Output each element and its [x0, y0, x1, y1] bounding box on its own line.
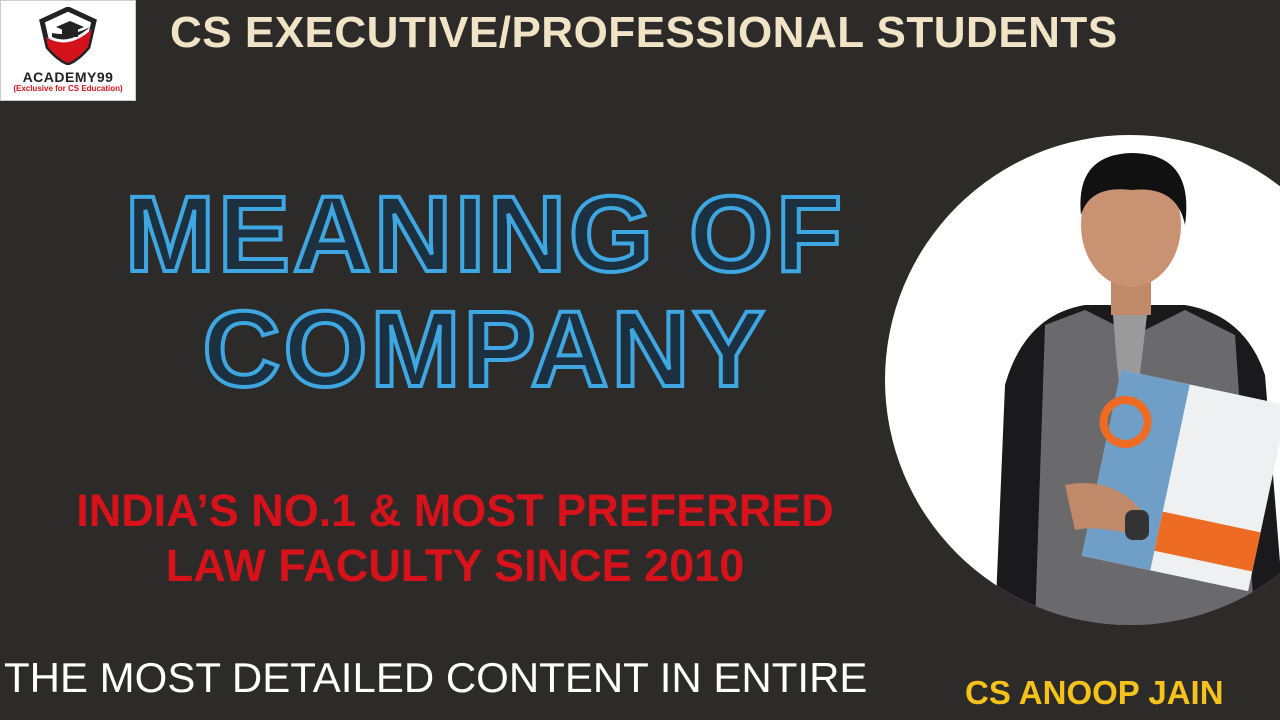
presenter-illustration [885, 135, 1280, 625]
presenter-photo [885, 135, 1280, 625]
bottom-caption: THE MOST DETAILED CONTENT IN ENTIRE [4, 654, 868, 701]
video-title-line-2: COMPANY [200, 288, 768, 410]
academy99-logo: ACADEMY99 (Exclusive for CS Education) [0, 0, 136, 101]
presenter-name: CS ANOOP JAIN [965, 674, 1224, 711]
logo-tagline: (Exclusive for CS Education) [13, 84, 123, 93]
tagline-line-1: INDIA’S NO.1 & MOST PREFERRED [76, 485, 834, 536]
video-title-line-1: MEANING OF [123, 173, 845, 295]
header-title: CS EXECUTIVE/PROFESSIONAL STUDENTS [170, 8, 1118, 57]
logo-brand: ACADEMY99 [22, 69, 114, 85]
tagline-line-2: LAW FACULTY SINCE 2010 [165, 540, 745, 591]
shield-graduation-cap-icon [39, 6, 97, 66]
